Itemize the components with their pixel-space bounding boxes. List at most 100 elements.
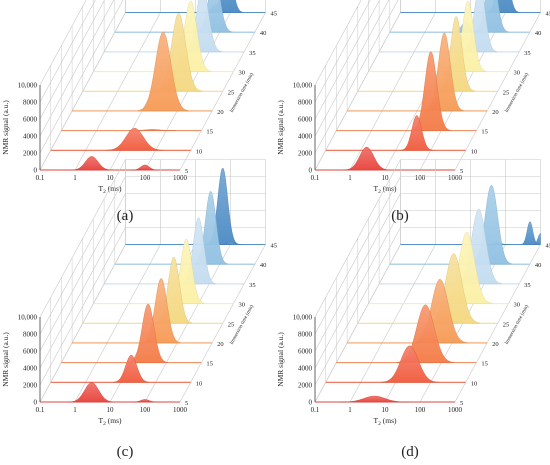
y-tick-label: 10,000	[18, 314, 38, 322]
series-10	[50, 354, 191, 383]
x-tick-label: 100	[140, 174, 151, 182]
peak-area	[340, 395, 409, 403]
z-tick-label: 40	[535, 30, 542, 37]
y-tick-label: 6000	[298, 348, 313, 356]
z-tick-label: 15	[206, 129, 213, 136]
peak-area	[128, 303, 168, 363]
z-tick-label: 10	[471, 380, 478, 387]
gridline-y	[314, 0, 371, 103]
peak-area	[532, 233, 541, 245]
x-axis-title-subscript: 2	[378, 189, 381, 195]
gridline-y	[314, 0, 380, 120]
x-axis-title: T2 (ms)	[374, 416, 397, 427]
series-5	[40, 156, 180, 171]
x-axis-title-main: T	[99, 416, 104, 425]
peak-area	[131, 164, 159, 171]
y-tick-label: 8000	[298, 99, 313, 107]
z-tick-label: 25	[503, 321, 510, 328]
y-tick-label: 4000	[23, 365, 38, 373]
y-tick-label: 8000	[298, 331, 313, 339]
y-tick-label: 0	[309, 399, 313, 407]
series-5	[40, 382, 180, 403]
z-tick-label: 10	[196, 148, 203, 155]
x-axis-title-unit: (ms)	[106, 184, 122, 193]
z-tick-label: 30	[513, 70, 520, 77]
peak-area	[380, 345, 439, 383]
panel-label-b: (b)	[391, 208, 409, 224]
z-tick-label: 15	[481, 361, 488, 368]
z-tick-label: 45	[546, 11, 550, 18]
y-tick-label: 4000	[23, 133, 38, 141]
z-tick-label: 30	[238, 302, 245, 309]
z-tick-label: 20	[217, 109, 224, 116]
peak-area	[70, 156, 113, 171]
gridline-z	[389, 179, 530, 265]
peak-area	[219, 241, 242, 245]
z-tick-label: 5	[185, 168, 188, 175]
y-tick-label: 6000	[298, 116, 313, 124]
x-tick-label: 10	[107, 174, 115, 182]
x-tick-label: 100	[140, 406, 151, 414]
peak-area	[343, 146, 391, 171]
x-axis-title-subscript: 2	[378, 421, 381, 427]
x-axis-title-subscript: 2	[103, 189, 106, 195]
y-tick-label: 2000	[23, 382, 38, 390]
y-axis-title: NMR signal (a.u.)	[1, 100, 10, 155]
x-axis-title-main: T	[99, 184, 104, 193]
x-tick-label: 1	[348, 174, 352, 182]
gridline-y	[314, 159, 541, 318]
x-axis-title: T2 (ms)	[374, 184, 397, 195]
x-axis-title-main: T	[374, 184, 379, 193]
z-tick-label: 25	[228, 321, 235, 328]
z-tick-label: 25	[228, 89, 235, 96]
peak-area	[400, 115, 433, 151]
x-axis-title: T2 (ms)	[99, 416, 122, 427]
z-tick-label: 45	[271, 243, 278, 250]
series-5	[315, 146, 455, 171]
series-20	[72, 31, 213, 112]
y-tick-label: 8000	[23, 99, 38, 107]
x-axis-title-main: T	[374, 416, 379, 425]
gridline-y	[39, 0, 96, 103]
z-tick-label: 20	[217, 341, 224, 348]
series-40	[389, 184, 530, 265]
y-axis-title: NMR signal (a.u.)	[276, 332, 285, 387]
series-10	[50, 127, 191, 151]
x-tick-label: 1	[73, 406, 77, 414]
x-tick-label: 10	[382, 406, 390, 414]
gridline-x	[349, 159, 436, 403]
peak-area	[68, 382, 116, 403]
series-5	[315, 395, 455, 403]
gridline-y	[39, 0, 124, 154]
y-tick-label: 6000	[23, 348, 38, 356]
peak-area	[137, 31, 189, 112]
y-axis-title: NMR signal (a.u.)	[276, 100, 285, 155]
peak-area	[112, 354, 150, 383]
z-tick-label: 35	[524, 282, 531, 289]
x-tick-label: 0.1	[311, 406, 320, 414]
y-tick-label: 10,000	[293, 314, 313, 322]
x-tick-label: 10	[382, 174, 390, 182]
panel-label-d: (d)	[401, 444, 419, 460]
gridline-y	[39, 0, 105, 120]
z-tick-label: 5	[460, 168, 463, 175]
peak-area	[520, 221, 540, 245]
x-tick-label: 0.1	[36, 174, 45, 182]
y-tick-label: 2000	[23, 150, 38, 158]
z-tick-label: 35	[524, 50, 531, 57]
y-tick-label: 0	[309, 167, 313, 175]
panel-label-a: (a)	[117, 208, 134, 224]
series-10	[325, 345, 466, 383]
x-tick-label: 1000	[173, 174, 188, 182]
z-tick-label: 20	[492, 341, 499, 348]
z-tick-label: 35	[249, 50, 256, 57]
x-tick-label: 1000	[448, 406, 463, 414]
z-tick-label: 45	[271, 11, 278, 18]
y-tick-label: 0	[34, 399, 38, 407]
x-axis-title: T2 (ms)	[99, 184, 122, 195]
